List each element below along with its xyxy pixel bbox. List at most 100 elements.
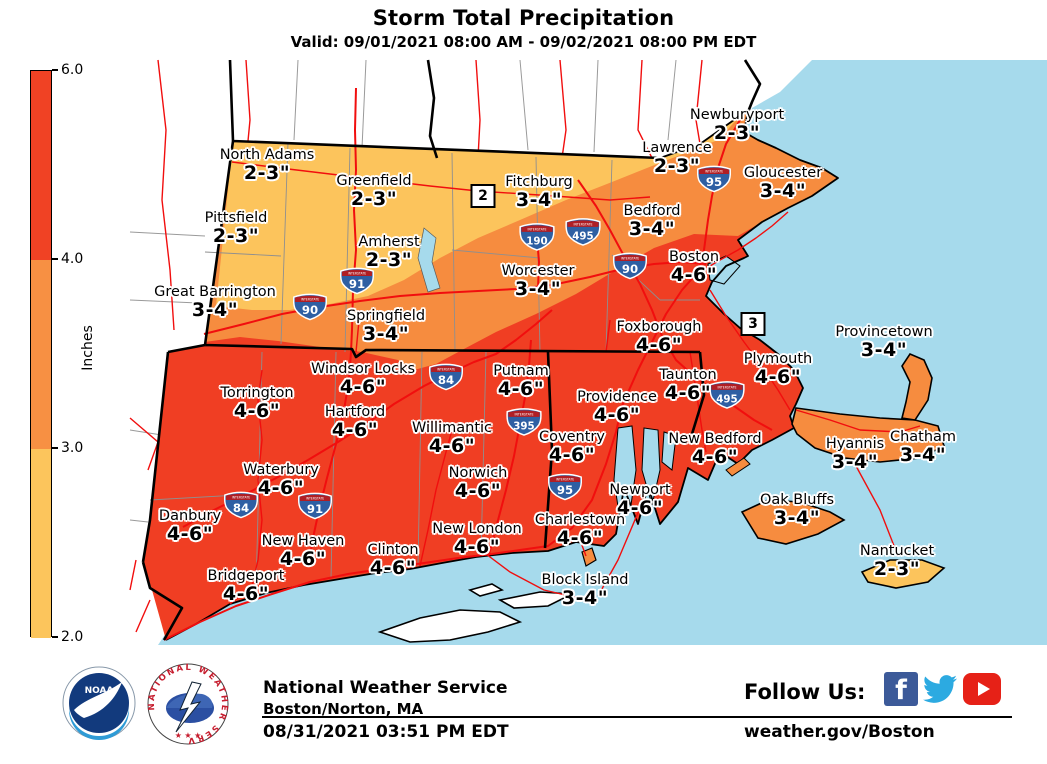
city-name: Foxborough	[616, 318, 702, 335]
city-precip-value: 4-6"	[279, 547, 327, 570]
outside-county-lines	[129, 59, 677, 523]
city-name: Plymouth	[743, 350, 813, 367]
svg-text:84: 84	[233, 501, 249, 515]
city-name: Block Island	[541, 571, 629, 588]
city-precip-value: 3-4"	[561, 586, 609, 609]
colorbar-tick-label: 3.0	[61, 440, 84, 456]
route-3-marker: 3	[740, 312, 766, 336]
city-label-chatham: Chatham 3-4"	[890, 430, 956, 465]
city-name: Great Barrington	[154, 283, 276, 300]
city-precip-value: 4-6"	[331, 418, 379, 441]
youtube-icon[interactable]	[963, 673, 1001, 705]
facebook-icon[interactable]: f	[884, 672, 918, 706]
city-precip-value: 3-4"	[514, 277, 562, 300]
svg-text:90: 90	[622, 262, 638, 276]
svg-text:95: 95	[706, 175, 722, 189]
footer-divider	[262, 716, 1012, 718]
city-precip-value: 4-6"	[670, 263, 718, 286]
city-name: Waterbury	[243, 461, 319, 478]
twitter-icon[interactable]	[920, 672, 960, 706]
issued-timestamp: 08/31/2021 03:51 PM EDT	[263, 722, 509, 742]
svg-text:INTERSTATE: INTERSTATE	[232, 496, 250, 500]
city-name: Coventry	[539, 428, 605, 445]
city-precip-value: 4-6"	[548, 443, 596, 466]
interstate-190-shield: INTERSTATE 190	[516, 223, 558, 255]
colorbar-tick-mark	[52, 447, 58, 449]
city-precip-value: 4-6"	[166, 522, 214, 545]
city-label-norwich: Norwich 4-6"	[449, 466, 508, 501]
city-name: New Bedford	[668, 430, 762, 447]
nantucket-island	[860, 559, 946, 589]
city-name: Pittsfield	[204, 209, 268, 226]
city-name: Clinton	[367, 541, 419, 558]
city-precip-value: 4-6"	[616, 496, 664, 519]
city-precip-value: 2-3"	[873, 557, 921, 580]
city-label-putnam: Putnam 4-6"	[493, 364, 549, 399]
header: Storm Total Precipitation Valid: 09/01/2…	[0, 6, 1047, 51]
noaa-logo: NOAA	[62, 666, 136, 740]
svg-text:495: 495	[716, 393, 737, 405]
city-label-torrington: Torrington 4-6"	[220, 386, 293, 421]
colorbar-tick-label: 4.0	[61, 251, 84, 267]
city-name: New London	[432, 520, 522, 537]
svg-text:95: 95	[557, 483, 573, 497]
city-name: Boston	[668, 248, 720, 265]
city-label-great-barrington: Great Barrington 3-4"	[154, 285, 276, 320]
city-label-lawrence: Lawrence 2-3"	[642, 141, 711, 176]
valid-time-subtitle: Valid: 09/01/2021 08:00 AM - 09/02/2021 …	[290, 33, 757, 51]
colorbar-tick-label: 6.0	[61, 62, 84, 78]
city-label-boston: Boston 4-6"	[669, 250, 719, 285]
office-name: Boston/Norton, MA	[263, 700, 424, 718]
city-name: Bedford	[623, 202, 681, 219]
nws-logo: NATIONAL WEATHER SERVICE ★ ★ ★	[146, 662, 229, 745]
long-island	[377, 583, 576, 643]
city-label-newport: Newport 4-6"	[609, 483, 670, 518]
interstate-395-shield: INTERSTATE 395	[503, 408, 545, 440]
city-precip-value: 3-4"	[831, 450, 879, 473]
city-precip-value: 4-6"	[369, 556, 417, 579]
svg-text:84: 84	[438, 373, 454, 387]
city-name: Provincetown	[835, 323, 933, 340]
city-precip-value: 3-4"	[191, 298, 239, 321]
website-link[interactable]: weather.gov/Boston	[744, 722, 935, 742]
svg-text:INTERSTATE: INTERSTATE	[718, 385, 737, 389]
interstate-495-shield: INTERSTATE 495	[562, 218, 604, 250]
city-label-taunton: Taunton 4-6"	[659, 368, 716, 403]
city-label-block-island: Block Island 3-4"	[542, 573, 629, 608]
svg-text:395: 395	[513, 420, 534, 432]
city-name: New Haven	[261, 532, 345, 549]
city-label-amherst: Amherst 2-3"	[358, 235, 419, 270]
city-precip-value: 2-3"	[243, 161, 291, 184]
colorbar-tick-mark	[52, 258, 58, 260]
city-label-north-adams: North Adams 2-3"	[220, 148, 315, 183]
city-name: Nantucket	[859, 542, 935, 559]
roads-major	[163, 87, 773, 641]
interstate-91-shield: INTERSTATE 91	[339, 267, 375, 299]
interstate-91-shield: INTERSTATE 91	[297, 492, 333, 524]
footer-agency-block: National Weather Service Boston/Norton, …	[263, 678, 509, 742]
colorbar-tick-mark	[52, 69, 58, 71]
city-name: Newport	[609, 481, 671, 498]
city-precip-value: 4-6"	[339, 375, 387, 398]
city-label-new-haven: New Haven 4-6"	[262, 534, 345, 569]
city-precip-value: 4-6"	[635, 333, 683, 356]
city-precip-value: 2-3"	[350, 187, 398, 210]
city-precip-value: 4-6"	[664, 381, 712, 404]
colorbar-segment-4-6	[31, 71, 51, 260]
marthas-vineyard	[740, 499, 846, 545]
city-label-new-london: New London 4-6"	[432, 522, 521, 557]
city-name: Chatham	[889, 428, 957, 445]
interstate-90-shield: INTERSTATE 90	[612, 252, 648, 284]
city-label-willimantic: Willimantic 4-6"	[412, 421, 492, 456]
svg-text:190: 190	[526, 235, 547, 247]
youtube-play-glyph	[977, 682, 990, 696]
city-precip-value: 4-6"	[556, 526, 604, 549]
city-label-worcester: Worcester 3-4"	[501, 264, 574, 299]
city-label-windsor-locks: Windsor Locks 4-6"	[311, 362, 415, 397]
city-precip-value: 4-6"	[453, 535, 501, 558]
colorbar-tick-label: 2.0	[61, 629, 84, 645]
cape-cod	[791, 407, 945, 463]
svg-text:INTERSTATE: INTERSTATE	[306, 497, 324, 501]
agency-name: National Weather Service	[263, 678, 508, 698]
